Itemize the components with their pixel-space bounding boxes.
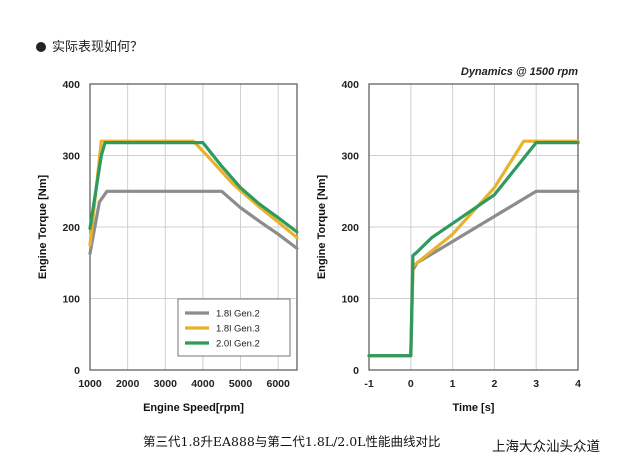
x-axis-label: Time [s] (453, 402, 495, 414)
figure-caption: 第三代1.8升EA888与第二代1.8L/2.0L性能曲线对比 (143, 434, 441, 449)
x-tick-label: -1 (364, 378, 373, 390)
legend-label: 1.8l Gen.2 (216, 309, 260, 320)
x-tick-label: 0 (408, 378, 414, 390)
x-tick-label: 4000 (191, 378, 215, 390)
series-line-2-0l-gen-2 (88, 141, 299, 234)
section-heading-text: 实际表现如何？ (52, 40, 144, 55)
x-tick-label: 4 (575, 378, 581, 390)
chart-1: 1000 2000 3000 4000 5000 6000 0 100 200 300 400 Eng… (37, 79, 299, 414)
x-tick-label: 2000 (116, 378, 140, 390)
x-tick-label: 3000 (154, 378, 178, 390)
y-axis-label: Engine Torque [Nm] (37, 175, 49, 280)
x-tick-label: 1 (450, 378, 456, 390)
series-line-1-8l-gen-3 (88, 139, 299, 247)
legend-label: 2.0l Gen.2 (216, 339, 260, 350)
y-axis-label: Engine Torque [Nm] (316, 175, 328, 280)
section-heading: 实际表现如何？ (36, 36, 143, 55)
y-tick-label: 300 (341, 151, 359, 163)
x-tick-label: 1000 (78, 378, 102, 390)
legend-label: 1.8l Gen.3 (216, 324, 260, 335)
y-tick-label: 300 (62, 151, 80, 163)
y-tick-label: 100 (341, 294, 359, 306)
chart-2: -1 0 1 2 3 4 0 100 200 300 400 Time [s] Engine Torqu… (316, 66, 581, 414)
x-tick-label: 2 (491, 378, 497, 390)
y-tick-label: 0 (353, 365, 359, 377)
bullet-icon (36, 42, 46, 52)
watermark-text: 上海大众汕头众道 (492, 439, 600, 455)
x-tick-label: 6000 (267, 378, 291, 390)
series-line-2-0l-gen-2 (367, 141, 580, 358)
y-tick-label: 200 (341, 222, 359, 234)
legend: 1.8l Gen.2 1.8l Gen.3 2.0l Gen.2 (177, 298, 291, 357)
series-line-1-8l-gen-2 (88, 189, 299, 256)
x-axis-label: Engine Speed[rpm] (143, 402, 244, 414)
x-tick-label: 3 (533, 378, 539, 390)
x-tick-label: 5000 (229, 378, 253, 390)
y-tick-label: 0 (74, 365, 80, 377)
y-tick-label: 400 (341, 79, 359, 91)
y-tick-label: 400 (62, 79, 80, 91)
series-line-1-8l-gen-2 (367, 189, 580, 358)
chart-title: Dynamics @ 1500 rpm (461, 66, 578, 78)
series-line-1-8l-gen-3 (367, 139, 580, 358)
plot-frame (368, 83, 579, 371)
y-tick-label: 100 (62, 294, 80, 306)
y-tick-label: 200 (62, 222, 80, 234)
